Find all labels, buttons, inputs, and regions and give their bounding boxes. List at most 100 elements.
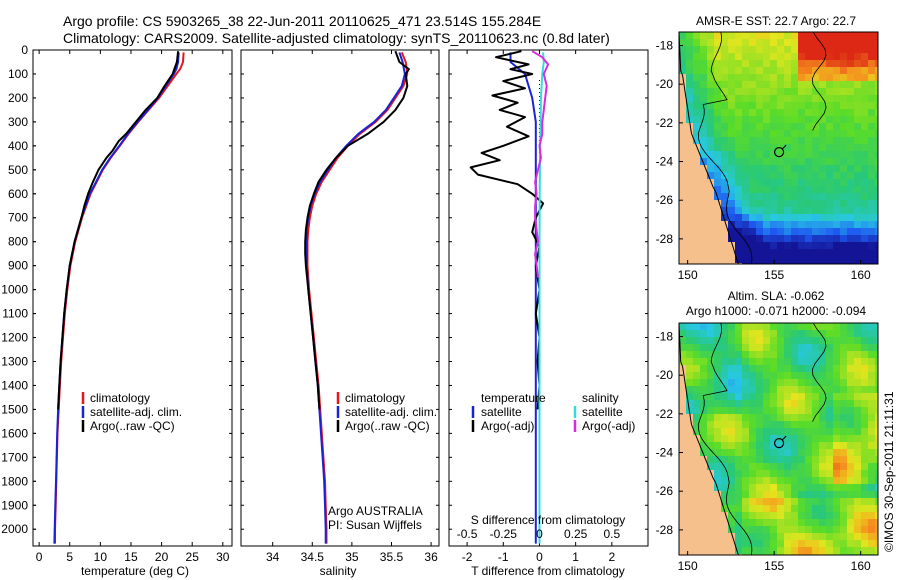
field-cell [791, 365, 799, 373]
field-cell [756, 46, 764, 54]
field-cell [742, 477, 750, 485]
land-cell [707, 526, 715, 534]
field-cell [819, 179, 827, 187]
field-cell [791, 330, 799, 338]
land-cell [700, 533, 708, 541]
field-cell [854, 372, 862, 380]
field-cell [840, 88, 848, 96]
land-cell [714, 228, 722, 236]
field-cell [728, 477, 736, 485]
field-cell [875, 74, 879, 82]
field-cell [840, 249, 848, 257]
field-cell [812, 519, 820, 527]
field-cell [868, 358, 876, 366]
field-cell [763, 435, 771, 443]
field-cell [721, 372, 729, 380]
land-cell [686, 533, 694, 541]
map-lat-tick-label: -18 [656, 39, 674, 53]
field-cell [763, 144, 771, 152]
field-cell [826, 256, 834, 264]
land-cell [700, 242, 708, 250]
field-cell [728, 32, 736, 40]
field-cell [714, 32, 722, 40]
field-cell [721, 491, 729, 499]
legend-label: satellite-adj. clim. [90, 405, 182, 419]
land-cell [679, 130, 687, 138]
field-cell [798, 102, 806, 110]
field-cell [763, 95, 771, 103]
field-cell [763, 449, 771, 457]
field-cell [791, 144, 799, 152]
field-cell [847, 470, 855, 478]
depth-tick-label: 1900 [1, 498, 28, 512]
field-cell [805, 235, 813, 243]
field-cell [742, 53, 750, 61]
field-cell [763, 102, 771, 110]
field-cell [854, 109, 862, 117]
field-cell [700, 337, 708, 345]
land-cell [686, 449, 694, 457]
field-cell [700, 46, 708, 54]
field-cell [693, 344, 701, 352]
field-cell [721, 158, 729, 166]
field-cell [707, 74, 715, 82]
field-cell [847, 491, 855, 499]
field-cell [826, 53, 834, 61]
field-cell [861, 242, 869, 250]
series-line-argo-raw-qc- [57, 51, 180, 410]
field-cell [714, 123, 722, 131]
field-cell [714, 393, 722, 401]
field-cell [749, 123, 757, 131]
field-cell [714, 116, 722, 124]
field-cell [756, 491, 764, 499]
field-cell [770, 540, 778, 548]
field-cell [679, 67, 687, 75]
field-cell [693, 393, 701, 401]
field-cell [721, 365, 729, 373]
field-cell [777, 428, 785, 436]
field-cell [728, 379, 736, 387]
field-cell [875, 421, 879, 429]
field-cell [742, 39, 750, 47]
field-cell [791, 165, 799, 173]
field-cell [840, 137, 848, 145]
land-cell [700, 484, 708, 492]
field-cell [728, 519, 736, 527]
field-cell [742, 151, 750, 159]
field-cell [777, 351, 785, 359]
field-cell [770, 526, 778, 534]
field-cell [819, 214, 827, 222]
field-cell [756, 358, 764, 366]
field-cell [784, 533, 792, 541]
field-cell [784, 330, 792, 338]
field-cell [847, 53, 855, 61]
field-cell [735, 386, 743, 394]
x-tick-label: 1 [572, 550, 579, 564]
field-cell [749, 526, 757, 534]
field-cell [700, 323, 708, 331]
field-cell [791, 109, 799, 117]
field-cell [742, 60, 750, 68]
field-cell [735, 137, 743, 145]
field-cell [791, 123, 799, 131]
field-cell [833, 358, 841, 366]
field-cell [721, 200, 729, 208]
field-cell [833, 172, 841, 180]
field-cell [840, 95, 848, 103]
field-cell [763, 81, 771, 89]
field-cell [833, 393, 841, 401]
field-cell [742, 88, 750, 96]
sst-map-frame [678, 31, 879, 265]
field-cell [805, 540, 813, 548]
field-cell [735, 186, 743, 194]
field-cell [847, 235, 855, 243]
field-cell [840, 53, 848, 61]
field-cell [756, 365, 764, 373]
field-cell [861, 228, 869, 236]
field-cell [819, 463, 827, 471]
sst-map: 150 155 160-18-20-22-24-26-28 [656, 31, 879, 282]
field-cell [826, 393, 834, 401]
field-cell [847, 172, 855, 180]
field-cell [847, 533, 855, 541]
field-cell [770, 428, 778, 436]
